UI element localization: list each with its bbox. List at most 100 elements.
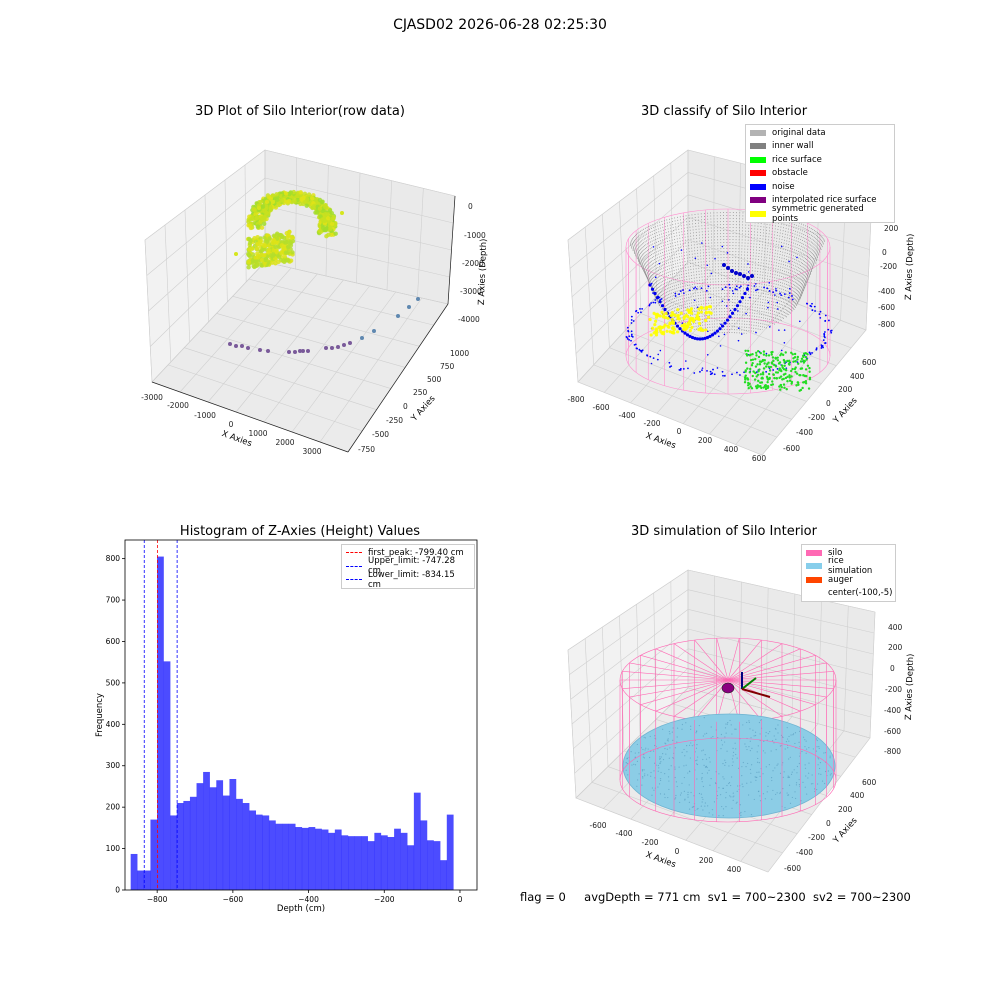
- rice-point: [720, 747, 722, 750]
- raw-point-cloud: [228, 189, 420, 354]
- rice-point: [746, 721, 748, 724]
- rice-surface-point: [768, 369, 772, 372]
- rice-surface-point: [780, 352, 783, 355]
- noise-point: [640, 311, 642, 314]
- rice-point: [657, 764, 659, 767]
- rice-point: [634, 752, 636, 754]
- rice-point: [690, 791, 692, 794]
- grid-line: [146, 177, 266, 276]
- rice-surface-point: [758, 360, 762, 363]
- rice-point: [644, 737, 647, 739]
- rice-point: [654, 777, 656, 779]
- data-point: [258, 262, 264, 268]
- rice-surface-point: [761, 371, 765, 374]
- histogram-bar: [268, 820, 276, 890]
- noise-point: [649, 355, 652, 358]
- rice-point: [777, 732, 779, 734]
- data-point: [293, 350, 297, 354]
- rice-point: [665, 743, 667, 745]
- data-point: [263, 257, 268, 263]
- histogram-bar: [157, 556, 164, 890]
- data-point: [255, 224, 260, 229]
- rice-surface-point: [799, 388, 803, 392]
- histogram-bar: [275, 823, 283, 890]
- rice-point: [742, 786, 744, 788]
- rice-surface-point: [753, 378, 757, 381]
- rice-surface-point: [774, 356, 777, 360]
- histogram-bar: [427, 840, 434, 890]
- rice-point: [665, 753, 667, 755]
- raw-plot-title: 3D Plot of Silo Interior(row data): [195, 104, 405, 119]
- inner-wall-point: [661, 220, 679, 324]
- symmetric-point: [658, 314, 662, 318]
- noise-point: [830, 329, 833, 332]
- data-point: [360, 336, 364, 340]
- rice-surface-point: [808, 378, 812, 381]
- rice-surface-point: [780, 369, 783, 373]
- rice-point: [703, 717, 705, 719]
- noise-point: [723, 374, 726, 377]
- rice-point: [765, 766, 767, 768]
- rice-point: [650, 775, 652, 777]
- inner-wall-point: [775, 220, 793, 324]
- noise-point: [736, 371, 738, 374]
- noise-point: [719, 345, 722, 347]
- silo-roof-rib: [727, 679, 834, 690]
- noise-point: [768, 282, 771, 284]
- noise-point: [650, 282, 653, 285]
- symmetric-point: [658, 325, 662, 329]
- rice-surface-point: [765, 375, 769, 379]
- inner-wall-point: [630, 242, 656, 295]
- rice-point: [659, 756, 661, 758]
- rice-point: [718, 773, 720, 775]
- noise-point: [706, 353, 709, 356]
- noise-point: [735, 285, 738, 288]
- inner-wall-point: [654, 223, 674, 321]
- rice-point: [829, 774, 831, 776]
- data-point: [254, 262, 260, 267]
- noise-point: [655, 296, 660, 300]
- rice-point: [776, 764, 778, 766]
- rice-point: [750, 781, 752, 783]
- rice-surface-point: [750, 387, 754, 390]
- rice-point: [808, 772, 810, 774]
- grid-line: [575, 239, 689, 354]
- rice-point: [654, 762, 656, 764]
- rice-point: [701, 750, 703, 752]
- symmetric-point: [653, 323, 657, 327]
- noise-point: [707, 330, 709, 333]
- rice-point: [667, 796, 669, 799]
- x-tick-label: 2000: [275, 438, 294, 447]
- rice-point: [644, 775, 646, 777]
- inner-wall-point: [766, 217, 780, 329]
- rice-point: [782, 762, 784, 764]
- legend-item: interpolated rice surface: [746, 194, 894, 208]
- rice-point: [787, 776, 789, 779]
- rice-point: [771, 798, 773, 800]
- noise-point: [768, 326, 771, 328]
- rice-point: [824, 752, 827, 754]
- data-point: [240, 344, 244, 348]
- rice-point: [749, 750, 751, 752]
- y-axis-label: Y Axies: [409, 393, 438, 424]
- data-point: [252, 236, 257, 241]
- rice-point: [733, 795, 735, 797]
- x-axis-label: X Axies: [644, 850, 677, 870]
- grid-line: [687, 648, 872, 697]
- grid-line: [636, 188, 642, 314]
- rice-point: [690, 728, 692, 731]
- inner-wall-point: [635, 234, 659, 305]
- rice-surface-point: [776, 356, 779, 359]
- rice-point: [796, 772, 798, 774]
- rice-surface-point: [775, 377, 778, 380]
- noise-point: [824, 319, 827, 322]
- rice-surface-point: [756, 363, 759, 366]
- symmetric-point: [684, 313, 688, 317]
- y-tick-label: 0: [826, 819, 831, 828]
- rice-surface-point: [788, 379, 792, 382]
- noise-point: [779, 292, 781, 295]
- histogram-bar: [348, 836, 355, 890]
- inner-wall-point: [797, 235, 822, 305]
- rice-point: [779, 791, 781, 793]
- histogram-bar: [288, 823, 296, 890]
